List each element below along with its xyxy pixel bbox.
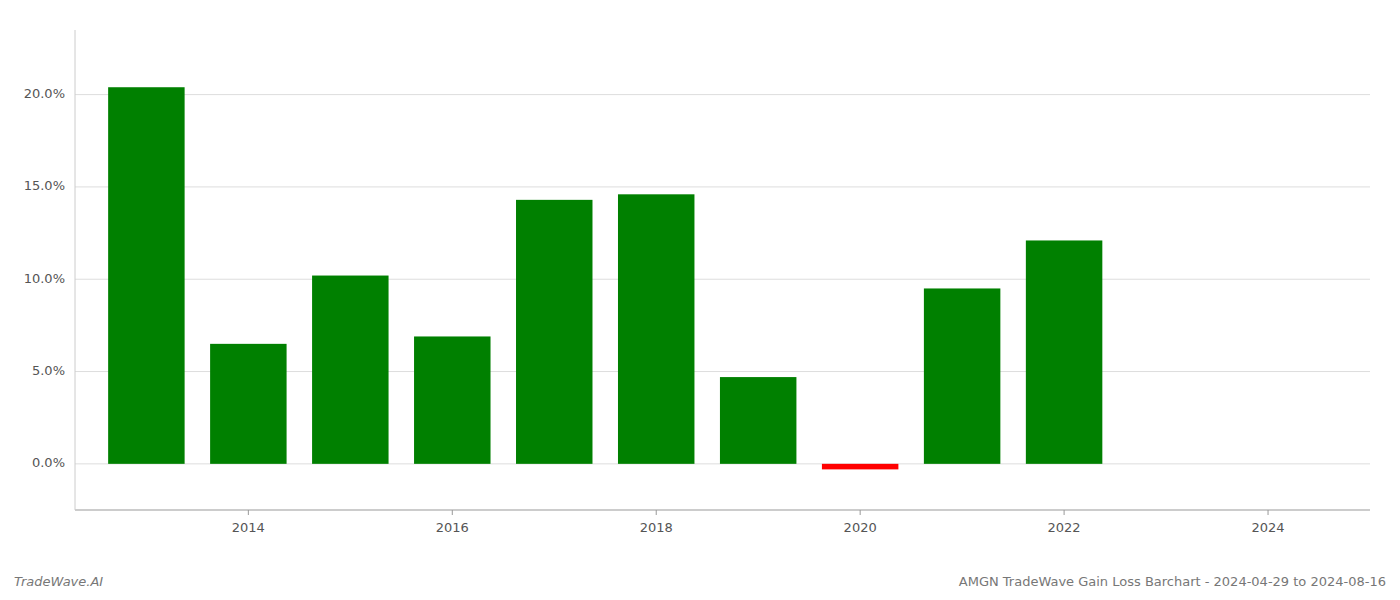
x-tick <box>1064 510 1065 515</box>
bar <box>1026 240 1102 463</box>
y-tick-label: 10.0% <box>24 271 65 286</box>
grid-line <box>75 186 1370 187</box>
x-tick-label: 2022 <box>1048 520 1081 535</box>
footer-text: TradeWave.AI <box>14 574 103 589</box>
x-tick-label: 2014 <box>232 520 265 535</box>
bar <box>210 344 286 464</box>
x-tick <box>248 510 249 515</box>
x-tick <box>1268 510 1269 515</box>
grid-line <box>75 94 1370 95</box>
y-tick-label: 15.0% <box>24 178 65 193</box>
x-tick-label: 2018 <box>640 520 673 535</box>
y-tick-label: 20.0% <box>24 86 65 101</box>
chart: 0.0% 5.0% 10.0% 15.0% 20.0% 2014 2016 2018 2020 2… <box>0 0 1400 600</box>
bar <box>822 464 898 470</box>
bar <box>516 200 592 464</box>
bar <box>720 377 796 464</box>
x-tick <box>860 510 861 515</box>
x-axis-line <box>75 510 1370 511</box>
y-grid <box>75 95 1370 464</box>
x-tick-label: 2024 <box>1251 520 1284 535</box>
x-tick <box>452 510 453 515</box>
footer-text: AMGN TradeWave Gain Loss Barchart - 2024… <box>959 574 1386 589</box>
bar <box>108 87 184 464</box>
bar <box>414 336 490 463</box>
x-tick <box>656 510 657 515</box>
bar <box>1128 463 1204 464</box>
grid-line <box>75 279 1370 280</box>
y-axis-line <box>75 30 76 510</box>
bar <box>924 288 1000 463</box>
x-tick-label: 2016 <box>436 520 469 535</box>
bar <box>312 276 388 464</box>
y-tick-label: 5.0% <box>32 363 65 378</box>
y-tick-label: 0.0% <box>32 455 65 470</box>
bar <box>618 194 694 464</box>
bars <box>108 87 1102 469</box>
x-tick-label: 2020 <box>844 520 877 535</box>
